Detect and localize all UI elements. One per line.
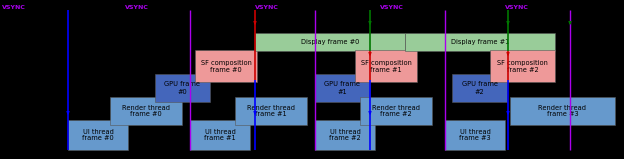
FancyBboxPatch shape xyxy=(315,120,375,150)
Text: GPU frame
#2: GPU frame #2 xyxy=(462,82,497,94)
FancyBboxPatch shape xyxy=(110,97,182,125)
FancyBboxPatch shape xyxy=(255,33,405,51)
Text: Render thread
frame #0: Render thread frame #0 xyxy=(122,104,170,118)
Text: Display frame #0: Display frame #0 xyxy=(301,39,359,45)
FancyBboxPatch shape xyxy=(68,120,128,150)
FancyBboxPatch shape xyxy=(155,74,210,102)
FancyBboxPatch shape xyxy=(235,97,307,125)
FancyBboxPatch shape xyxy=(190,120,250,150)
Text: VSYNC: VSYNC xyxy=(2,5,26,10)
Text: SF composition
frame #1: SF composition frame #1 xyxy=(361,59,411,73)
FancyBboxPatch shape xyxy=(360,97,432,125)
Text: Render thread
frame #2: Render thread frame #2 xyxy=(372,104,420,118)
FancyBboxPatch shape xyxy=(490,50,555,82)
FancyBboxPatch shape xyxy=(510,97,615,125)
FancyBboxPatch shape xyxy=(405,33,555,51)
Text: Render thread
frame #3: Render thread frame #3 xyxy=(539,104,587,118)
FancyBboxPatch shape xyxy=(445,120,505,150)
Text: GPU frame
#1: GPU frame #1 xyxy=(324,82,361,94)
Text: VSYNC: VSYNC xyxy=(380,5,404,10)
Text: UI thread
frame #1: UI thread frame #1 xyxy=(204,128,236,142)
Text: SF composition
frame #0: SF composition frame #0 xyxy=(200,59,251,73)
FancyBboxPatch shape xyxy=(195,50,257,82)
Text: UI thread
frame #0: UI thread frame #0 xyxy=(82,128,114,142)
Text: VSYNC: VSYNC xyxy=(125,5,149,10)
Text: UI thread
frame #3: UI thread frame #3 xyxy=(459,128,491,142)
FancyBboxPatch shape xyxy=(315,74,370,102)
Text: SF composition
frame #2: SF composition frame #2 xyxy=(497,59,548,73)
Text: VSYNC: VSYNC xyxy=(505,5,529,10)
Text: GPU frame
#0: GPU frame #0 xyxy=(165,82,200,94)
Text: Render thread
frame #1: Render thread frame #1 xyxy=(247,104,295,118)
Text: Display frame #1: Display frame #1 xyxy=(451,39,509,45)
Text: VSYNC: VSYNC xyxy=(255,5,279,10)
FancyBboxPatch shape xyxy=(355,50,417,82)
Text: UI thread
frame #2: UI thread frame #2 xyxy=(329,128,361,142)
FancyBboxPatch shape xyxy=(452,74,507,102)
